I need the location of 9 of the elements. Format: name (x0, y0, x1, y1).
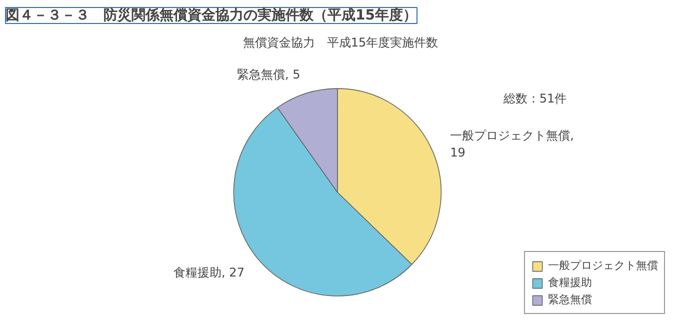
text: 総数：51件 (502, 92, 567, 106)
data-label: 一般プロジェクト無償, 19 (450, 128, 574, 160)
chart-title: 図４－３－３ 防災関係無償資金協力の実施件数（平成15年度） (6, 6, 417, 24)
chart-subtitle: 無償資金協力 平成15年度実施件数 (242, 36, 438, 50)
legend-label: 緊急無償 (548, 292, 592, 307)
data-label: 食糧援助, 27 (174, 266, 244, 280)
legend-label: 一般プロジェクト無償 (548, 258, 658, 273)
data-label: 緊急無償, 5 (237, 68, 300, 82)
legend-label: 食糧援助 (548, 275, 592, 290)
